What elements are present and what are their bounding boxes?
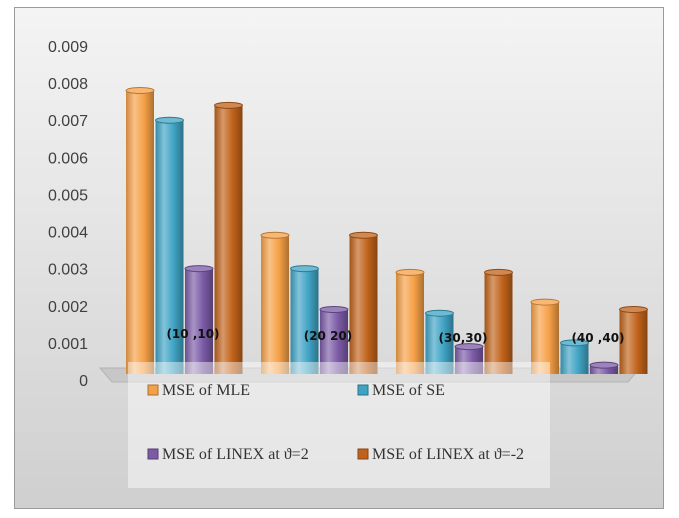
category-label: (30,30) — [439, 331, 488, 345]
bar — [125, 87, 155, 375]
bar-body — [619, 309, 648, 374]
bar-cap — [454, 343, 484, 351]
bar-cap — [395, 268, 425, 276]
chart-frame — [14, 7, 664, 509]
legend: MSE of MLE MSE of SE MSE of LINEX at ϑ=2 MS… — [128, 362, 550, 488]
bar — [290, 265, 319, 374]
legend-item: MSE of MLE — [147, 382, 250, 399]
bar-body — [425, 313, 454, 374]
legend-label: MSE of LINEX at ϑ=2 — [162, 446, 309, 463]
category-labels: (10 ,10) (20 20) (30,30) (40 ,40) — [166, 327, 624, 345]
category-label: (40 ,40) — [571, 331, 624, 345]
bar — [530, 298, 560, 374]
legend-item: MSE of LINEX at ϑ=-2 — [357, 446, 524, 463]
y-axis-ticks: 0 0.001 0.002 0.003 0.004 0.005 0.006 0.007 0.00… — [48, 39, 88, 390]
bar — [454, 343, 484, 374]
bar-body — [396, 272, 424, 374]
y-tick-label: 0.006 — [48, 150, 88, 167]
legend-box — [128, 362, 550, 488]
bar-body — [214, 105, 243, 374]
bar-body — [185, 268, 213, 374]
bar — [560, 339, 589, 374]
bar-cap — [530, 298, 560, 306]
y-tick-label: 0.005 — [48, 187, 88, 204]
bar-body — [261, 235, 289, 374]
legend-swatch — [357, 448, 369, 460]
bar — [484, 268, 513, 374]
bar — [425, 309, 454, 374]
bar-body — [126, 90, 154, 375]
bar-cap — [125, 87, 155, 95]
bar-body — [155, 120, 184, 374]
y-tick-label: 0.009 — [48, 39, 88, 56]
bar — [319, 305, 349, 374]
bar-body — [560, 342, 589, 374]
category-label: (20 20) — [304, 329, 353, 343]
bar-body — [349, 235, 378, 374]
bar-cap — [425, 309, 454, 317]
legend-item: MSE of LINEX at ϑ=2 — [147, 446, 309, 463]
bar-body — [320, 309, 348, 374]
bar-body — [290, 268, 319, 374]
legend-item: MSE of SE — [357, 382, 445, 399]
bar — [155, 116, 184, 374]
legend-swatch — [357, 384, 369, 396]
bar — [260, 231, 290, 374]
bar-cap — [619, 305, 648, 313]
y-tick-label: 0.004 — [48, 225, 88, 242]
bar — [589, 361, 619, 374]
y-tick-label: 0 — [79, 373, 88, 390]
bar-body — [531, 302, 559, 374]
y-tick-label: 0.001 — [48, 336, 88, 353]
y-tick-label: 0.007 — [48, 113, 88, 130]
y-tick-label: 0.008 — [48, 76, 88, 93]
legend-label: MSE of LINEX at ϑ=-2 — [372, 446, 524, 463]
bar — [619, 305, 648, 374]
legend-label: MSE of MLE — [162, 382, 250, 399]
bar — [214, 101, 243, 374]
bar-cap — [290, 265, 319, 273]
bar-cap — [184, 265, 214, 273]
bar-cap — [589, 361, 619, 369]
bar-cap — [155, 116, 184, 124]
legend-label: MSE of SE — [372, 382, 445, 399]
bar-cap — [214, 101, 243, 109]
bar-cap — [319, 305, 349, 313]
bar-cap — [349, 231, 378, 239]
bar-cap — [560, 339, 589, 347]
bars — [125, 87, 648, 375]
legend-swatch — [147, 448, 159, 460]
legend-swatch — [147, 384, 159, 396]
bar-body — [590, 365, 618, 374]
bar — [395, 268, 425, 374]
bar — [184, 265, 214, 374]
bar-cap — [260, 231, 290, 239]
y-tick-label: 0.003 — [48, 262, 88, 279]
bar — [349, 231, 378, 374]
bar-body — [484, 272, 513, 374]
bar-cap — [484, 268, 513, 276]
category-label: (10 ,10) — [166, 327, 219, 341]
bar-body — [455, 346, 483, 374]
y-tick-label: 0.002 — [48, 299, 88, 316]
